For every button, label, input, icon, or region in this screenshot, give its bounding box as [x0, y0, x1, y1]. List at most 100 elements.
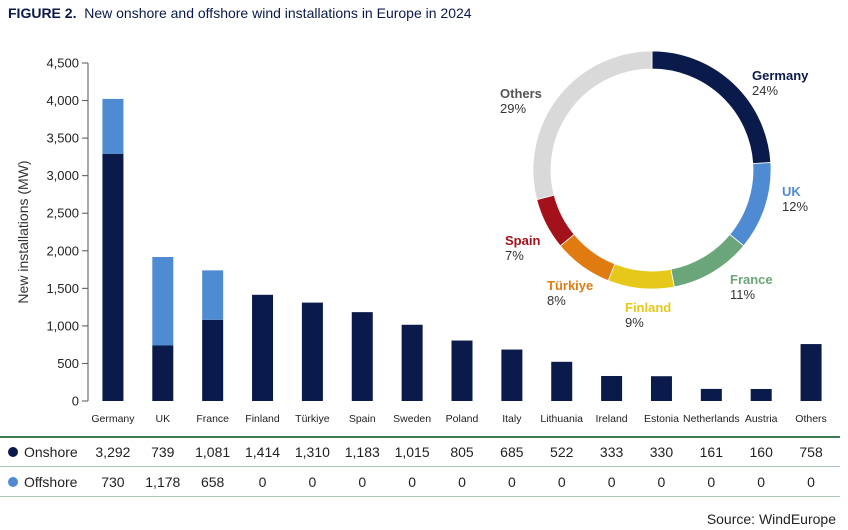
bar-offshore-france — [202, 270, 224, 320]
donut-slice-finland — [607, 263, 675, 290]
table-cell-onshore-others: 758 — [799, 444, 823, 460]
table-cell-onshore-estonia: 330 — [649, 444, 674, 460]
table-cell-onshore-sweden: 1,015 — [394, 444, 430, 460]
bar-onshore-uk — [152, 345, 174, 401]
table-cell-onshore-netherlands: 161 — [699, 444, 723, 460]
figure-number: FIGURE 2. — [8, 5, 77, 21]
onshore-legend-dot — [8, 447, 18, 457]
table-cell-offshore-lithuania: 0 — [557, 474, 566, 490]
table-cell-offshore-ireland: 0 — [607, 474, 616, 490]
table-cell-offshore-spain: 0 — [358, 474, 367, 490]
y-tick-label: 3,500 — [46, 131, 79, 146]
bar-onshore-sweden — [401, 324, 423, 401]
offshore-row-label: Offshore — [24, 474, 78, 490]
bar-offshore-uk — [152, 257, 174, 346]
donut-label-germany: Germany — [752, 68, 809, 83]
x-tick-label-austria: Austria — [745, 413, 778, 425]
x-tick-label-uk: UK — [156, 413, 171, 425]
donut-label-spain: Spain — [505, 233, 540, 248]
chart-title: FIGURE 2. New onshore and offshore wind … — [8, 5, 472, 21]
bar-onshore-italy — [501, 349, 523, 401]
donut-slice-spain — [536, 194, 575, 247]
y-tick-label: 0 — [72, 394, 79, 409]
donut-label-uk: UK — [782, 184, 801, 199]
bar-onshore-lithuania — [551, 361, 573, 401]
x-tick-label-germany: Germany — [91, 413, 135, 425]
x-tick-label-others: Others — [795, 413, 827, 425]
donut-label-france: France — [730, 272, 773, 287]
table-cell-onshore-poland: 805 — [450, 444, 474, 460]
donut-value-uk: 12% — [782, 199, 808, 214]
y-tick-label: 500 — [57, 356, 79, 371]
table-cell-offshore-sweden: 0 — [408, 474, 417, 490]
x-tick-label-italy: Italy — [502, 413, 522, 425]
x-tick-label-ireland: Ireland — [596, 413, 628, 425]
table-cell-onshore-lithuania: 522 — [550, 444, 574, 460]
table-cell-offshore-austria: 0 — [757, 474, 766, 490]
donut-value-t-rkiye: 8% — [547, 293, 566, 308]
source-note: Source: WindEurope — [706, 511, 836, 527]
x-tick-label-finland: Finland — [245, 413, 280, 425]
bar-onshore-spain — [351, 312, 373, 401]
bar-onshore-germany — [102, 153, 124, 401]
donut-slice-uk — [729, 162, 772, 247]
offshore-legend-dot — [8, 477, 18, 487]
donut-slice-t-rkiye — [559, 233, 616, 282]
table-cell-onshore-france: 1,081 — [195, 444, 231, 460]
y-tick-label: 4,000 — [46, 93, 79, 108]
table-cell-offshore-estonia: 0 — [657, 474, 666, 490]
figure-title-text: New onshore and offshore wind installati… — [84, 5, 472, 21]
bar-onshore-estonia — [650, 376, 672, 401]
bar-onshore-france — [202, 319, 224, 401]
donut-value-spain: 7% — [505, 248, 524, 263]
table-cell-onshore-uk: 739 — [151, 444, 175, 460]
table-cell-offshore-france: 658 — [200, 474, 225, 490]
donut-value-finland: 9% — [625, 315, 644, 330]
bar-onshore-netherlands — [700, 388, 722, 401]
table-cell-offshore-uk: 1,178 — [145, 474, 181, 490]
table-cell-onshore-austria: 160 — [749, 444, 773, 460]
table-cell-offshore-t-rkiye: 0 — [308, 474, 317, 490]
bar-onshore-poland — [451, 340, 473, 401]
y-tick-label: 3,000 — [46, 168, 79, 183]
chart-canvas: New installations (MW) 0 500 1,000 1,500 2,00… — [15, 50, 827, 425]
table-cell-offshore-italy: 0 — [507, 474, 516, 490]
donut-value-france: 11% — [730, 287, 755, 302]
donut-slice-others — [532, 50, 653, 201]
table-cell-onshore-ireland: 333 — [599, 444, 624, 460]
y-tick-label: 2,000 — [46, 243, 79, 258]
table-top-rule — [0, 436, 840, 438]
table-cell-offshore-others: 0 — [807, 474, 815, 490]
bar-onshore-finland — [252, 294, 274, 401]
table-bottom-rule — [0, 496, 840, 497]
y-axis-label: New installations (MW) — [15, 160, 31, 303]
table-mid-rule — [0, 466, 840, 467]
y-tick-label: 1,000 — [46, 318, 79, 333]
y-tick-label: 2,500 — [46, 206, 79, 221]
table-cell-onshore-italy: 685 — [500, 444, 524, 460]
table-cell-onshore-finland: 1,414 — [245, 444, 281, 460]
table-cell-offshore-poland: 0 — [458, 474, 466, 490]
table-row-onshore: Onshore 3,292 739 1,081 1,414 1,310 1,183 1,01… — [0, 437, 848, 467]
x-tick-label-t-rkiye: Türkiye — [295, 413, 330, 425]
bar-onshore-t-rkiye — [301, 302, 323, 401]
table-cell-onshore-germany: 3,292 — [95, 444, 131, 460]
donut-label-others: Others — [500, 86, 542, 101]
x-tick-label-poland: Poland — [446, 413, 479, 425]
y-tick-label: 1,500 — [46, 281, 79, 296]
table-cell-offshore-netherlands: 0 — [707, 474, 716, 490]
x-tick-label-france: France — [196, 413, 229, 425]
bar-onshore-austria — [750, 388, 772, 401]
donut-value-germany: 24% — [752, 83, 778, 98]
bar-onshore-ireland — [601, 375, 623, 401]
donut-label-finland: Finland — [625, 300, 671, 315]
table-cell-offshore-germany: 730 — [101, 474, 125, 490]
table-cell-onshore-t-rkiye: 1,310 — [294, 444, 330, 460]
x-tick-label-spain: Spain — [349, 413, 376, 425]
donut-label-t-rkiye: Türkiye — [547, 278, 593, 293]
bar-offshore-germany — [102, 98, 124, 154]
bar-onshore-others — [800, 344, 822, 401]
table-cell-offshore-finland: 0 — [258, 474, 267, 490]
x-tick-label-estonia: Estonia — [644, 413, 679, 425]
table-row-offshore: Offshore 730 1,178 658 0 0 0 0 0 0 0 0 0 0 0 0 — [0, 467, 848, 497]
